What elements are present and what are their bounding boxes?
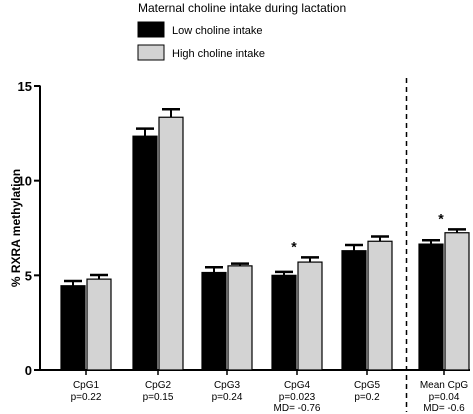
x-tick-label: CpG3 [214, 380, 241, 391]
x-tick-label: CpG4 [284, 380, 311, 391]
stat-label: p=0.023 [279, 392, 316, 403]
bar [297, 261, 323, 371]
bar [444, 232, 470, 371]
y-tick-label: 10 [18, 174, 32, 189]
significance-star: * [291, 238, 297, 254]
legend-label: High choline intake [172, 48, 265, 60]
bar [60, 285, 86, 371]
bar [271, 274, 297, 371]
significance-star: * [438, 210, 444, 226]
significance-markers: ** [291, 210, 444, 254]
stat-label: p=0.15 [143, 392, 174, 403]
bar [132, 135, 158, 371]
stat-label: p=0.22 [71, 392, 102, 403]
y-tick-label: 15 [18, 79, 32, 94]
bar [418, 243, 444, 371]
y-tick-label: 0 [25, 363, 32, 378]
bar [86, 278, 112, 371]
stat-label: p=0.04 [429, 392, 460, 403]
legend-swatch [137, 44, 165, 61]
x-tick-label: CpG5 [354, 380, 381, 391]
legend: Low choline intake High choline intake [137, 21, 265, 61]
x-axis [40, 369, 470, 375]
bar [341, 250, 367, 371]
bar [158, 116, 184, 371]
legend-label: Low choline intake [172, 25, 263, 37]
stat-label: MD= -0.6 [423, 403, 465, 414]
bar [201, 271, 227, 371]
y-tick-label: 5 [25, 268, 32, 283]
bars [60, 108, 470, 371]
bar [227, 265, 253, 371]
x-tick-label: Mean CpG [420, 380, 469, 391]
x-tick-label: CpG1 [73, 380, 100, 391]
legend-title: Maternal choline intake during lactation [138, 1, 346, 15]
stat-label: p=0.2 [354, 392, 380, 403]
y-axis: 0 5 10 15 [18, 79, 41, 378]
legend-swatch [137, 21, 165, 38]
x-tick-label: CpG2 [145, 380, 172, 391]
bar [367, 240, 393, 371]
stat-label: p=0.24 [212, 392, 243, 403]
stat-label: MD= -0.76 [274, 403, 321, 414]
y-axis-label: % RXRA methylation [9, 169, 23, 287]
